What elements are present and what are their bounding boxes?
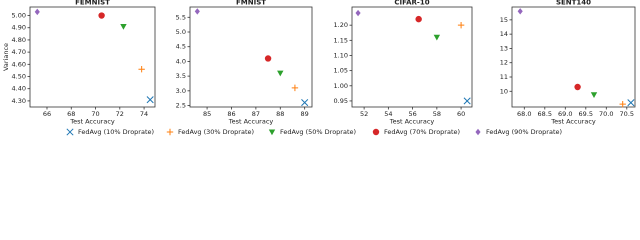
plot-frame [189, 6, 313, 108]
y-tick-label: 0.95 [334, 97, 348, 105]
legend-marker [66, 128, 74, 136]
x-tick-label: 54 [384, 110, 392, 118]
data-point [574, 83, 581, 91]
data-point [301, 99, 309, 107]
x-tick-label: 60 [457, 110, 465, 118]
x-axis-label: Test Accuracy [228, 118, 274, 126]
y-tick-label: 2.5 [176, 102, 186, 110]
legend-marker [166, 128, 174, 136]
legend-marker [372, 128, 380, 136]
y-tick-label: 5.5 [176, 13, 186, 21]
data-point [120, 23, 127, 30]
data-point [619, 100, 626, 108]
data-point [264, 55, 272, 62]
chart-title: CIFAR-10 [394, 0, 429, 7]
x-tick-label: 89 [301, 110, 309, 118]
y-tick-label: 4.0 [176, 57, 186, 65]
y-tick-label: 3.0 [176, 87, 186, 95]
data-point [457, 21, 465, 29]
y-tick-label: 5.0 [176, 28, 186, 36]
y-tick-label: 10 [500, 87, 508, 95]
data-point [355, 9, 361, 17]
x-tick-label: 72 [116, 110, 124, 118]
data-point [590, 92, 598, 99]
y-tick-label: 1.20 [334, 21, 348, 29]
figure: FEMNIST Test Accuracy Variance 66 68 70 72 74 4.… [2, 0, 636, 136]
plot-frame [351, 6, 473, 108]
data-point [98, 12, 105, 19]
data-point [627, 99, 635, 107]
x-tick-label: 52 [360, 110, 368, 118]
y-tick-label: 13 [500, 44, 508, 52]
x-tick-label: 70.5 [620, 110, 634, 118]
y-tick-label: 15 [500, 16, 508, 24]
legend-marker [268, 129, 276, 136]
x-tick-label: 70 [91, 110, 99, 118]
y-tick-label: 1.10 [334, 51, 348, 59]
x-tick-label: 86 [227, 110, 235, 118]
x-tick-label: 88 [276, 110, 284, 118]
data-point [194, 8, 200, 15]
y-tick-label: 5.00 [12, 12, 26, 20]
x-tick-label: 87 [252, 110, 260, 118]
data-point [415, 15, 422, 23]
legend-label: FedAvg (50% Droprate) [280, 128, 356, 136]
data-point [146, 96, 154, 104]
legend-label: FedAvg (10% Droprate) [78, 128, 154, 136]
data-point [463, 97, 471, 105]
chart-title: FMNIST [236, 0, 266, 7]
x-axis-label: Test Accuracy [550, 118, 596, 126]
y-tick-label: 4.90 [12, 24, 26, 32]
x-tick-label: 68.0 [517, 110, 531, 118]
chart-title: FEMNIST [75, 0, 110, 7]
x-tick-label: 56 [408, 110, 416, 118]
legend-label: FedAvg (70% Droprate) [384, 128, 460, 136]
y-tick-label: 1.00 [334, 82, 348, 90]
x-tick-label: 68.5 [538, 110, 552, 118]
x-tick-label: 68 [67, 110, 75, 118]
legend-label: FedAvg (30% Droprate) [178, 128, 254, 136]
data-point [433, 34, 441, 41]
y-axis-label: Variance [2, 43, 10, 71]
legend-marker [475, 128, 481, 136]
data-point [34, 8, 40, 16]
y-tick-label: 1.05 [334, 67, 348, 75]
plot-frame [29, 6, 156, 108]
y-tick-label: 4.5 [176, 43, 186, 51]
x-tick-label: 70.0 [599, 110, 613, 118]
x-tick-label: 66 [43, 110, 51, 118]
y-tick-label: 4.60 [12, 60, 26, 68]
y-tick-label: 12 [500, 59, 508, 67]
x-tick-label: 85 [203, 110, 211, 118]
x-tick-label: 69.0 [558, 110, 572, 118]
x-axis-label: Test Accuracy [69, 118, 115, 126]
y-tick-label: 1.15 [334, 36, 348, 44]
x-tick-label: 58 [433, 110, 441, 118]
x-tick-label: 69.5 [579, 110, 593, 118]
y-tick-label: 4.80 [12, 36, 26, 44]
data-point [291, 84, 299, 92]
y-tick-label: 4.70 [12, 48, 26, 56]
y-tick-label: 11 [500, 73, 508, 81]
chart-title: SENT140 [556, 0, 591, 7]
data-point [277, 70, 284, 77]
y-tick-label: 3.5 [176, 72, 186, 80]
x-tick-label: 74 [140, 110, 148, 118]
x-axis-label: Test Accuracy [389, 118, 435, 126]
plot-frame [511, 6, 636, 108]
y-tick-label: 14 [500, 30, 508, 38]
y-tick-label: 4.40 [12, 85, 26, 93]
data-point [517, 8, 523, 15]
data-point [138, 65, 145, 73]
legend-label: FedAvg (90% Droprate) [486, 128, 562, 136]
y-tick-label: 4.50 [12, 73, 26, 81]
y-tick-label: 4.30 [12, 97, 26, 105]
